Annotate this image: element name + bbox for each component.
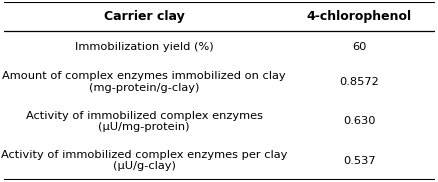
Text: 0.8572: 0.8572	[339, 77, 378, 87]
Text: 4-chlorophenol: 4-chlorophenol	[306, 10, 411, 23]
Text: Activity of immobilized complex enzymes per clay
(μU/g-clay): Activity of immobilized complex enzymes …	[1, 150, 287, 171]
Text: 60: 60	[351, 42, 366, 52]
Text: 0.630: 0.630	[342, 116, 375, 126]
Text: Amount of complex enzymes immobilized on clay
(mg-protein/g-clay): Amount of complex enzymes immobilized on…	[2, 71, 286, 93]
Text: Immobilization yield (%): Immobilization yield (%)	[75, 42, 213, 52]
Text: Carrier clay: Carrier clay	[104, 10, 184, 23]
Text: Activity of immobilized complex enzymes
(μU/mg-protein): Activity of immobilized complex enzymes …	[26, 110, 262, 132]
Text: 0.537: 0.537	[342, 156, 375, 166]
